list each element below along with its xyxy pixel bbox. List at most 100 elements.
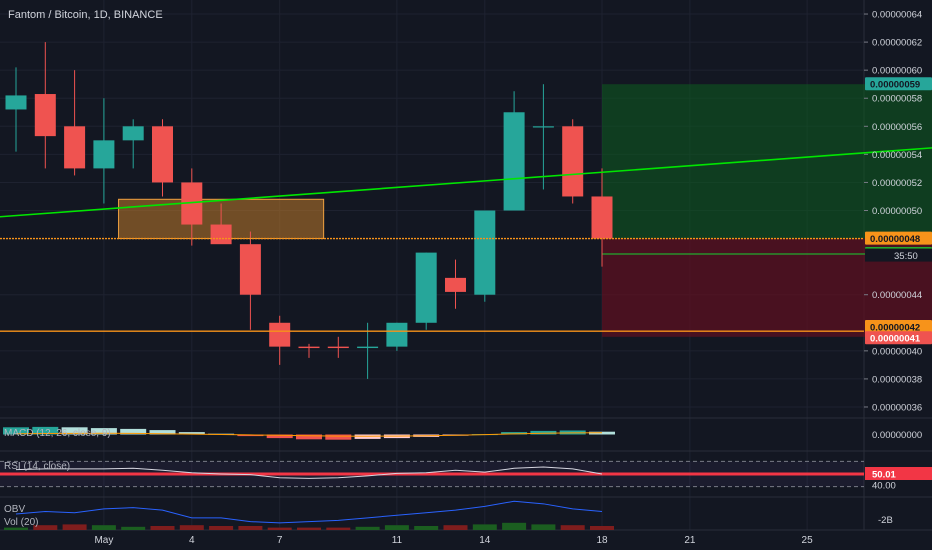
macd-value-label: 0.00000000	[872, 430, 922, 441]
price-tag-label: 0.00000042	[870, 322, 920, 333]
volume-bar	[4, 527, 28, 530]
volume-bar	[355, 526, 380, 530]
trendline[interactable]	[0, 147, 932, 223]
candle-body	[327, 346, 349, 349]
x-tick-label: 25	[802, 535, 814, 546]
obv-label: OBV	[4, 504, 25, 515]
volume-bar	[121, 526, 146, 530]
target-zone[interactable]	[602, 84, 932, 239]
price-tag[interactable]	[865, 319, 932, 333]
y-tick-label: 0.00000060	[872, 66, 922, 77]
candle-body	[445, 277, 466, 292]
candle-body	[532, 126, 554, 128]
chart-title: Fantom / Bitcoin, 1D, BINANCE	[8, 9, 163, 21]
macd-bar	[120, 428, 147, 435]
rsi-label: RSI (14, close)	[4, 461, 70, 472]
price-tag[interactable]	[865, 331, 932, 345]
candle-body	[64, 126, 86, 169]
candle-body	[122, 126, 144, 141]
macd-signal-line	[15, 432, 603, 437]
candle-body	[503, 112, 525, 211]
x-tick-label: May	[94, 535, 113, 546]
macd-bar	[530, 430, 557, 435]
grid	[0, 0, 932, 531]
volume-bar	[91, 525, 116, 530]
price-tag[interactable]	[865, 231, 932, 245]
volume-bar	[384, 525, 409, 530]
x-tick-label: 14	[479, 535, 491, 546]
macd-bar	[61, 427, 88, 435]
y-tick-label: 0.00000050	[872, 206, 922, 217]
volume-bar	[414, 526, 439, 530]
countdown-box	[865, 248, 932, 262]
price-tag-label: 0.00000048	[870, 234, 920, 245]
candle-body	[474, 210, 496, 295]
macd-label: MACD (12, 26, close, 9)	[4, 428, 111, 439]
rsi-value-tag	[865, 467, 932, 480]
x-tick-label: 11	[392, 535, 403, 546]
macd-bar	[325, 434, 352, 440]
obv-tick-label: -2B	[878, 515, 893, 526]
volume-bar	[33, 525, 58, 530]
macd-bar	[3, 427, 29, 435]
macd-bar	[149, 430, 176, 435]
obv-line	[15, 500, 603, 524]
volume-bar	[590, 526, 614, 530]
candle-body	[152, 126, 173, 183]
x-tick-label: 18	[596, 535, 608, 546]
candle-body	[269, 322, 291, 347]
rsi-line	[15, 466, 603, 479]
countdown-label: 35:50	[894, 251, 918, 262]
volume-bar	[179, 525, 204, 530]
rsi-band-label: 40.00	[872, 480, 896, 491]
y-tick-label: 0.00000064	[872, 10, 922, 21]
price-tag-label: 0.00000041	[870, 334, 921, 345]
volume-bar	[502, 522, 527, 530]
candle-body	[5, 95, 27, 110]
candle-body	[357, 346, 379, 349]
y-tick-label: 0.00000062	[872, 38, 922, 49]
level-lines	[0, 147, 932, 332]
macd-bar	[266, 434, 293, 439]
y-tick-label: 0.00000058	[872, 94, 922, 105]
candle-body	[415, 252, 437, 323]
volume-bar	[560, 525, 585, 530]
y-tick-label: 0.00000054	[872, 150, 922, 161]
price-axis[interactable]: 0.00000064 0.00000062 0.00000060 0.00000058…	[864, 10, 932, 414]
volume-bar	[150, 526, 175, 530]
candle-body	[562, 126, 584, 197]
price-tag[interactable]	[865, 77, 932, 91]
candle-body	[239, 244, 261, 295]
drawings-layer[interactable]	[118, 84, 932, 337]
macd-bar	[178, 432, 205, 435]
candle-body	[298, 346, 320, 349]
macd-bar	[296, 434, 322, 440]
time-axis[interactable]: May 4 7 11 14 18 21 25	[94, 535, 813, 546]
x-tick-label: 21	[684, 535, 696, 546]
y-tick-label: 0.00000038	[872, 374, 922, 385]
volume-bar	[326, 527, 351, 530]
y-tick-label: 0.00000040	[872, 346, 922, 357]
candle-body	[386, 322, 408, 347]
macd-bar	[90, 428, 117, 435]
candle-body	[93, 140, 115, 169]
macd-bar	[32, 426, 59, 435]
candle-body	[34, 94, 56, 137]
volume-bar	[443, 525, 468, 530]
volume-bar	[267, 527, 292, 530]
y-tick-label: 0.00000044	[872, 290, 922, 301]
y-tick-label: 0.00000036	[872, 402, 922, 413]
volume-bar	[62, 524, 87, 530]
volume-bar	[209, 526, 234, 530]
price-tag-label: 0.00000059	[870, 80, 920, 91]
volume-bar	[297, 527, 321, 530]
candle-body	[181, 182, 203, 225]
candle-body	[210, 224, 232, 245]
x-tick-label: 4	[189, 535, 195, 546]
macd-bar	[501, 432, 528, 435]
volume-bar	[472, 524, 497, 530]
candle-body	[591, 196, 613, 239]
y-tick-label: 0.00000056	[872, 122, 922, 133]
